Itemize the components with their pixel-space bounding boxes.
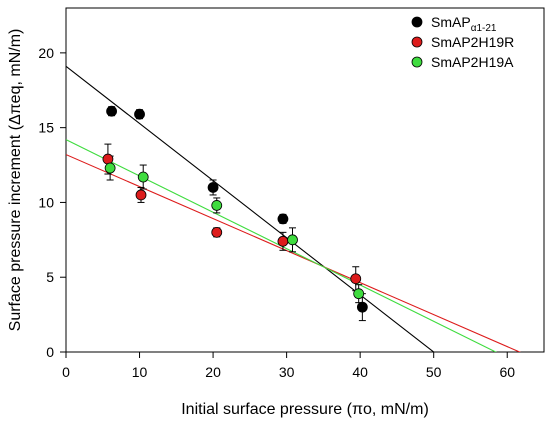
data-point-1	[102, 153, 114, 165]
legend-label-0: SmAPα1-21	[431, 14, 497, 34]
data-point-2	[287, 234, 298, 246]
x-tick-label: 50	[426, 364, 442, 380]
y-tick-label: 10	[38, 194, 54, 210]
x-tick-label: 30	[279, 364, 295, 380]
fit-line-2	[66, 139, 497, 352]
plot-area	[60, 7, 545, 358]
data-point-0	[134, 108, 145, 120]
data-point-2	[353, 288, 365, 300]
data-points	[102, 105, 368, 313]
fit-line-1	[66, 154, 521, 352]
x-tick-label: 10	[132, 364, 148, 380]
y-tick-label: 5	[46, 269, 54, 285]
legend-marker-0	[411, 16, 423, 28]
legend-marker-2	[411, 56, 423, 68]
data-point-0	[106, 105, 117, 117]
x-tick-label: 40	[352, 364, 368, 380]
legend-label-2: SmAP2H19A	[431, 54, 514, 70]
data-point-0	[207, 182, 219, 193]
data-point-1	[277, 235, 289, 247]
legend-label-1: SmAP2H19R	[431, 34, 514, 50]
x-tick-label: 60	[499, 364, 515, 380]
x-tick-label: 0	[62, 364, 70, 380]
data-point-0	[356, 301, 368, 313]
y-tick-label: 20	[38, 45, 54, 61]
x-axis-title: Initial surface pressure (πo, mN/m)	[181, 401, 429, 418]
data-point-1	[211, 226, 223, 238]
y-tick-label: 15	[38, 120, 54, 136]
y-tick-label: 0	[46, 344, 54, 360]
legend-marker-1	[411, 36, 423, 48]
x-tick-label: 20	[205, 364, 221, 380]
data-point-1	[350, 273, 362, 285]
data-point-1	[135, 189, 147, 201]
fit-line-0	[66, 65, 435, 352]
error-bars	[104, 106, 367, 322]
data-point-2	[211, 200, 223, 211]
data-point-2	[137, 171, 149, 183]
plot-frame	[65, 7, 545, 353]
data-point-2	[104, 162, 116, 174]
data-point-0	[277, 213, 289, 225]
y-axis-title: Surface pressure increment (Δπeq, mN/m)	[7, 29, 24, 332]
tick-labels: 0 10 20 30 40 50 60 0 5 10 15 20	[38, 45, 515, 380]
